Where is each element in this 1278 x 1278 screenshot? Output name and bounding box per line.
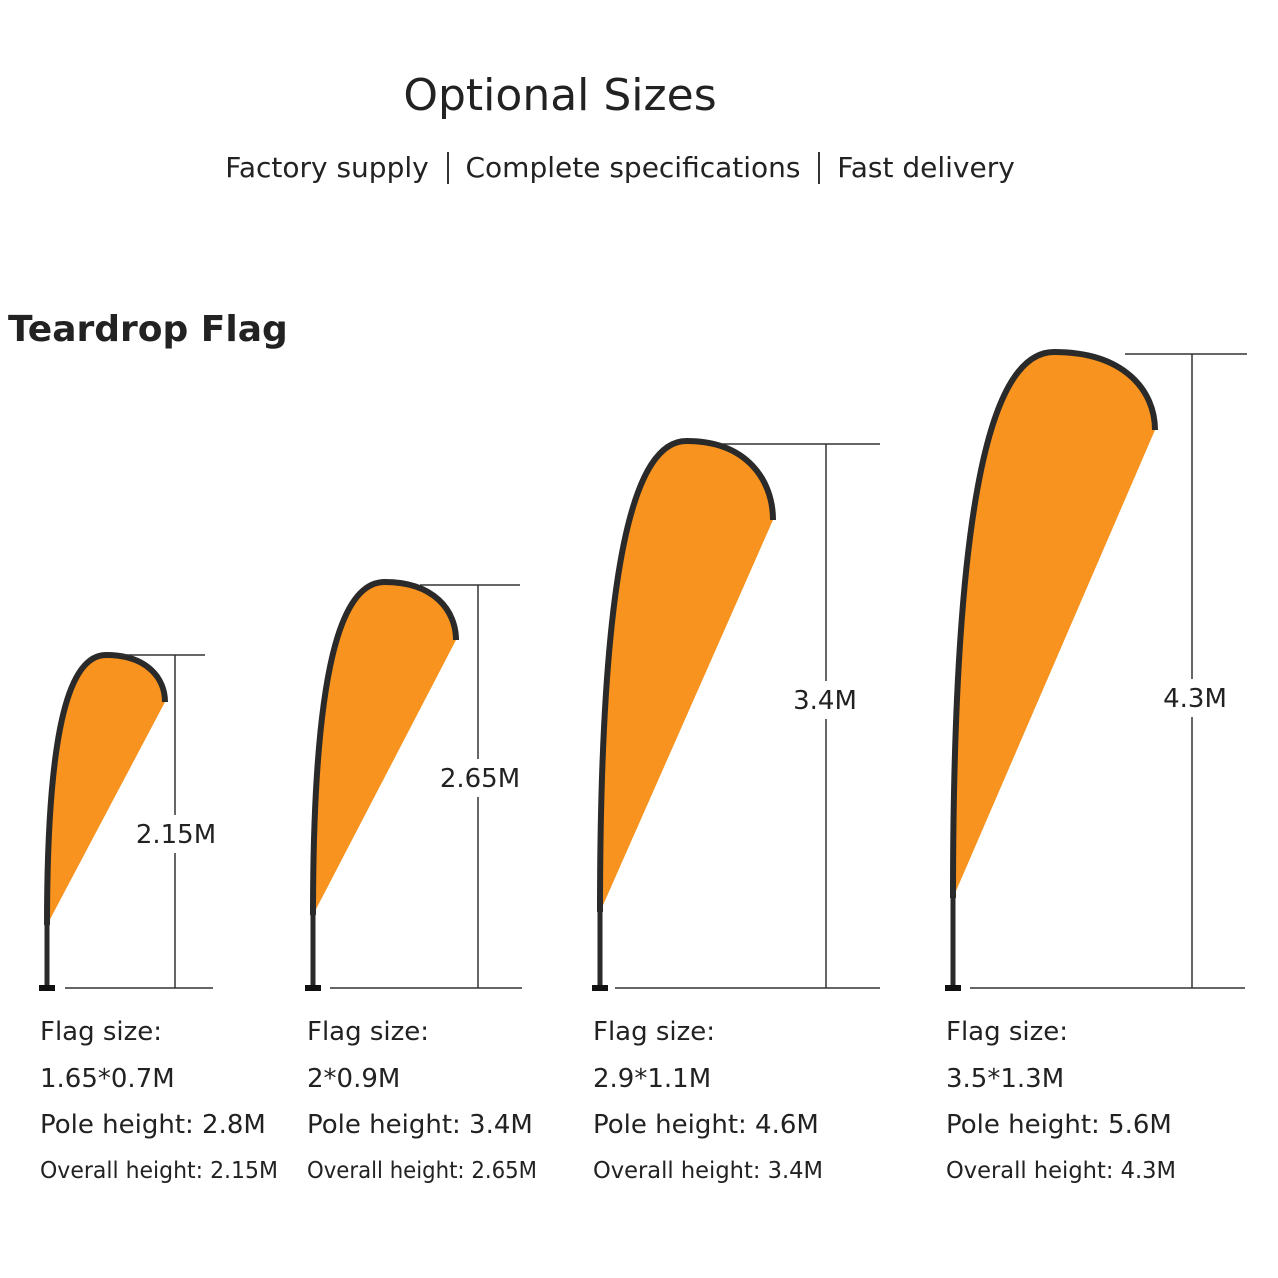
pole-base [39, 985, 55, 991]
label-bg [1150, 679, 1240, 717]
overall-height: Overall height: 2.15M [40, 1158, 278, 1184]
label-bg [131, 815, 221, 853]
flag-edge [310, 578, 459, 916]
pole-height: Pole height: 4.6M [593, 1110, 819, 1140]
section-title: Teardrop Flag [8, 309, 288, 350]
flag-size: 3.5*1.3M [946, 1064, 1064, 1094]
pole-base [945, 985, 961, 991]
pole-base [592, 985, 608, 991]
height-label: 4.3M [1163, 684, 1227, 714]
overall-height: Overall height: 3.4M [593, 1158, 823, 1184]
tagline: Complete specifications [465, 151, 800, 184]
flag-edge [597, 437, 776, 913]
flag-fabric [47, 655, 165, 925]
height-label: 2.15M [136, 820, 216, 850]
flag-size: 2.9*1.1M [593, 1064, 711, 1094]
flag-size-label: Flag size: [946, 1017, 1068, 1047]
height-label: 3.4M [793, 686, 857, 716]
flag-fabric [600, 441, 773, 912]
tagline: Factory supply [225, 151, 428, 184]
flag-edge [44, 651, 168, 926]
pole-height: Pole height: 3.4M [307, 1110, 533, 1140]
overall-height: Overall height: 2.65M [307, 1158, 537, 1184]
pole-base [305, 985, 321, 991]
height-label: 2.65M [440, 764, 520, 794]
pole-height: Pole height: 2.8M [40, 1110, 266, 1140]
flags: 2.15M Flag size: 1.65*0.7M Pole height: 2.8… [39, 348, 1247, 1184]
flag-size-label: Flag size: [40, 1017, 162, 1047]
label-bg [435, 759, 525, 797]
flag-size: 2*0.9M [307, 1064, 400, 1094]
tagline: Fast delivery [837, 151, 1015, 184]
flag-edge [950, 348, 1158, 899]
pole-height: Pole height: 5.6M [946, 1110, 1172, 1140]
flag-size: 1.65*0.7M [40, 1064, 175, 1094]
flag-size-label: Flag size: [307, 1017, 429, 1047]
flag-size-label: Flag size: [593, 1017, 715, 1047]
flag-fabric [313, 582, 456, 915]
flag-fabric [953, 352, 1155, 898]
title: Optional Sizes [403, 70, 716, 121]
label-bg [780, 681, 870, 719]
overall-height: Overall height: 4.3M [946, 1158, 1176, 1184]
